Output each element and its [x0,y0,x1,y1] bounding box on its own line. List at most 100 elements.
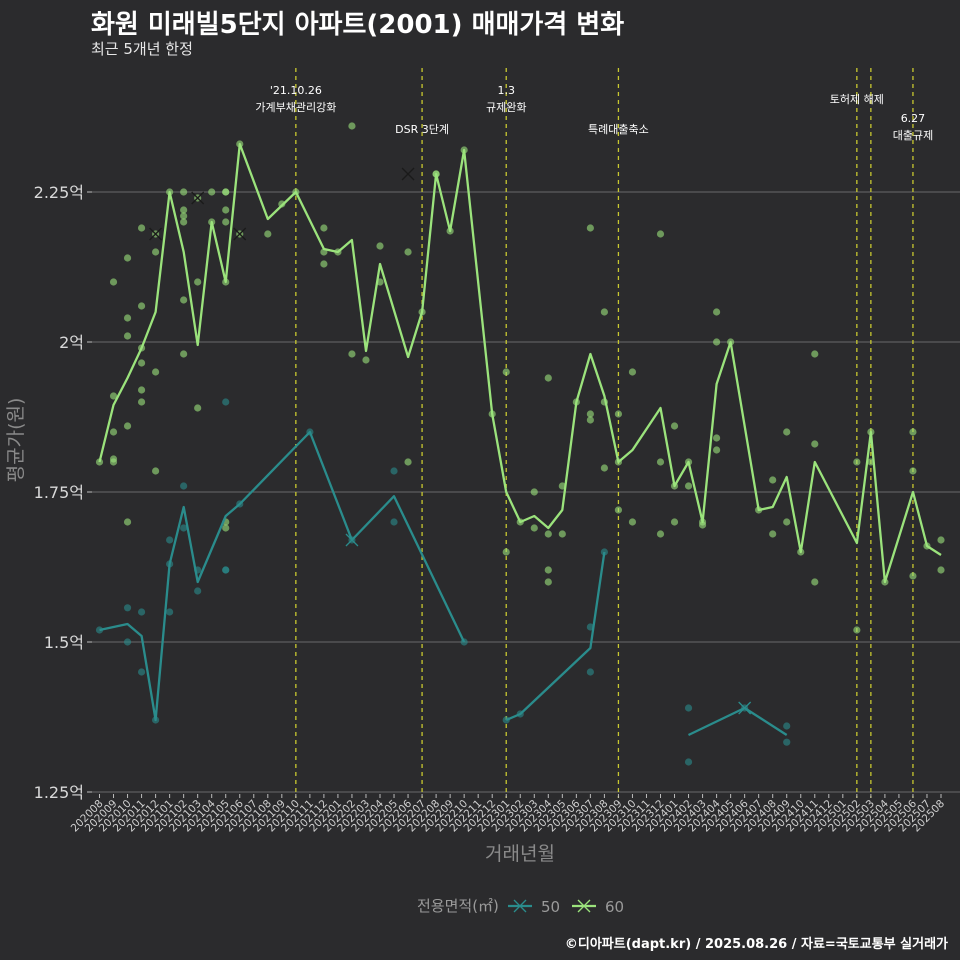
data-point-60 [376,242,384,250]
data-point-60 [180,350,188,358]
data-point-60 [713,308,721,316]
legend-key-x [513,899,527,913]
data-point-60 [713,434,721,442]
data-point-60 [152,467,160,475]
y-tick-label: 2억 [59,333,84,352]
policy-annotation: DSR 3단계 [395,123,449,136]
series-line-60 [98,142,942,584]
data-point-60 [656,530,665,538]
data-point-60 [404,458,412,466]
data-point-60 [222,206,230,214]
data-point-50 [166,536,174,544]
data-point-50 [166,608,174,616]
x-stroke [191,191,205,205]
data-point-50 [783,722,791,730]
cancelled-mark-60 [233,227,247,241]
policy-annotation: 6.27 [901,112,926,125]
cancelled-mark-60 [191,191,205,205]
data-point-60 [264,230,272,238]
policy-annotation: 규제완화 [486,101,526,114]
data-point-60 [123,314,132,322]
data-point-50 [137,608,146,616]
data-point-60 [109,392,118,400]
data-point-60 [600,308,609,316]
data-point-60 [152,248,160,256]
data-point-50 [180,524,188,532]
data-point-60 [628,518,637,526]
x-stroke [233,227,247,241]
y-tick-label: 2.25억 [34,183,84,202]
average-lines [98,142,942,737]
y-axis-ticks: 1.25억 1.5억 1.75억 2억 2.25억 [34,183,92,802]
cancelled-mark-60 [149,227,163,241]
cancelled-mark-60 [401,167,415,181]
legend-title: 전용면적(㎡) [417,897,499,915]
data-point-60 [502,368,510,376]
data-point-60 [937,536,945,544]
data-point-60 [600,464,609,472]
data-point-60 [656,230,665,238]
chart-subtitle: 최근 5개년 한정 [91,40,193,58]
data-point-60 [502,548,510,556]
data-point-60 [853,626,861,634]
data-point-60 [670,518,679,526]
data-point-50 [222,398,230,406]
legend-item-50: 50 [508,898,560,916]
cancelled-mark-50 [345,533,359,547]
x-stroke [401,167,415,181]
data-point-60 [348,122,356,130]
data-point-60 [558,530,566,538]
legend-item-60: 60 [572,898,624,916]
policy-annotation: 1.3 [497,84,515,97]
data-point-50 [783,738,791,746]
chart-title: 화원 미래빌5단지 아파트(2001) 매매가격 변화 [91,10,625,40]
legend-key-x [577,899,591,913]
data-point-60 [194,404,202,412]
data-point-60 [783,428,791,436]
data-point-60 [769,476,777,484]
cancelled-marks [149,167,752,715]
y-tick-label: 1.75억 [34,483,84,502]
data-point-60 [628,368,637,376]
x-axis-title: 거래년월 [485,843,555,865]
data-point-60 [180,206,188,214]
x-stroke [345,533,359,547]
x-stroke [149,227,163,241]
data-point-60 [586,416,594,424]
data-point-50 [390,467,398,475]
data-point-50 [137,668,146,676]
data-point-60 [180,296,188,304]
data-point-60 [909,428,917,436]
data-point-60 [656,458,665,466]
data-point-60 [684,482,693,490]
data-point-50 [180,482,188,490]
policy-lines [295,68,914,798]
data-point-60 [348,350,356,358]
policy-annotation: 가계부채관리강화 [255,101,336,114]
data-point-60 [937,566,945,574]
data-point-60 [713,446,721,454]
legend-label: 60 [605,898,624,916]
data-point-60 [152,368,160,376]
data-point-50 [222,566,230,574]
data-point-50 [123,638,132,646]
data-point-60 [109,428,118,436]
data-point-60 [853,458,861,466]
data-point-60 [180,212,188,220]
data-point-60 [783,518,791,526]
data-point-60 [530,524,538,532]
data-point-60 [769,530,777,538]
data-point-50 [123,604,132,612]
x-stroke [738,701,752,715]
data-point-60 [180,218,188,226]
y-axis-title: 평균가(원) [5,398,27,483]
data-point-50 [390,518,398,526]
x-axis-ticks: 2020082020092020102020112020122021012021… [69,794,947,834]
data-point-60 [530,488,538,496]
data-point-60 [544,530,552,538]
policy-annotation: 대출규제 [893,129,933,142]
data-point-60 [222,188,230,196]
data-point-60 [320,224,328,232]
cancelled-mark-50 [738,701,752,715]
